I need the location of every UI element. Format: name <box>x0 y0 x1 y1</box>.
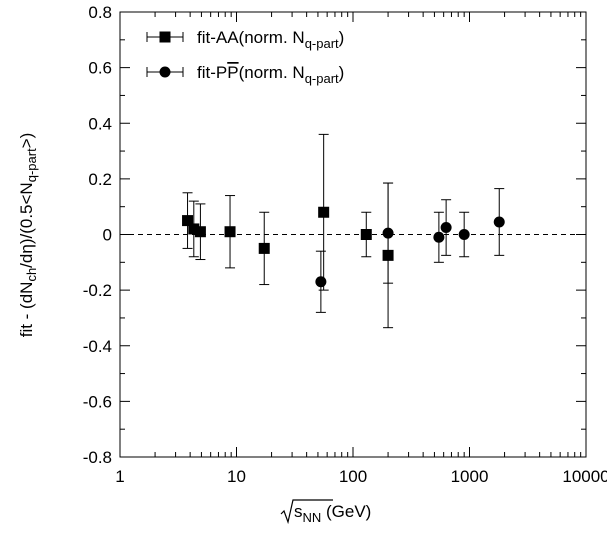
data-point-circle <box>493 216 505 228</box>
y-tick-label: 0.4 <box>88 114 112 133</box>
y-tick-label: 0.2 <box>88 170 112 189</box>
data-point-circle <box>458 229 470 240</box>
x-tick-label: 10000 <box>562 467 607 486</box>
data-point-circle <box>382 227 394 239</box>
data-point-square <box>188 223 200 235</box>
legend-pp-label: fit-PP(norm. Nq-part) <box>197 63 344 86</box>
y-tick-label: -0.2 <box>83 281 112 300</box>
series-pp <box>315 182 505 313</box>
x-axis-label: sNN (GeV) <box>294 502 371 525</box>
legend-pp-circle-marker <box>159 66 171 78</box>
y-tick-label: -0.4 <box>83 337 112 356</box>
pbar: P <box>227 63 238 82</box>
legend-item-pp: fit-PP(norm. Nq-part) <box>146 63 344 86</box>
x-tick-label: 100 <box>339 467 367 486</box>
y-tick-label: -0.6 <box>83 392 112 411</box>
data-point-square <box>258 242 270 254</box>
x-tick-label: 1 <box>115 467 124 486</box>
data-point-circle <box>440 222 452 234</box>
y-tick-label: -0.8 <box>83 448 112 467</box>
data-point-circle <box>315 276 327 288</box>
data-point-square <box>194 226 206 238</box>
x-tick-label: 1000 <box>451 467 489 486</box>
legend-aa-square-marker <box>159 31 171 43</box>
data-point-circle <box>433 231 445 243</box>
series-aa <box>182 133 394 329</box>
legend: fit-AA(norm. Nq-part) fit-PP(norm. Nq-pa… <box>146 28 344 86</box>
y-axis-title: fit - (dNch/dη)/(0.5<Nq-part>) <box>17 133 39 338</box>
x-axis-title: sNN (GeV) <box>280 499 371 525</box>
y-tick-label: 0.8 <box>88 3 112 22</box>
axis-ticks: -0.8 -0.6 -0.4 -0.2 0 0.2 0.4 0.6 0.8 1 10 100 1000 1… <box>83 3 607 486</box>
data-points <box>182 133 505 329</box>
data-point-square <box>182 215 194 227</box>
y-tick-label: 0.6 <box>88 59 112 78</box>
legend-item-aa: fit-AA(norm. Nq-part) <box>146 28 344 51</box>
data-point-square <box>318 206 330 218</box>
data-point-square <box>360 229 372 240</box>
y-tick-label: 0 <box>103 226 112 245</box>
legend-aa-label: fit-AA(norm. Nq-part) <box>197 28 344 51</box>
sqrt-sign <box>280 499 333 525</box>
data-point-square <box>224 226 236 238</box>
x-tick-label: 10 <box>227 467 246 486</box>
